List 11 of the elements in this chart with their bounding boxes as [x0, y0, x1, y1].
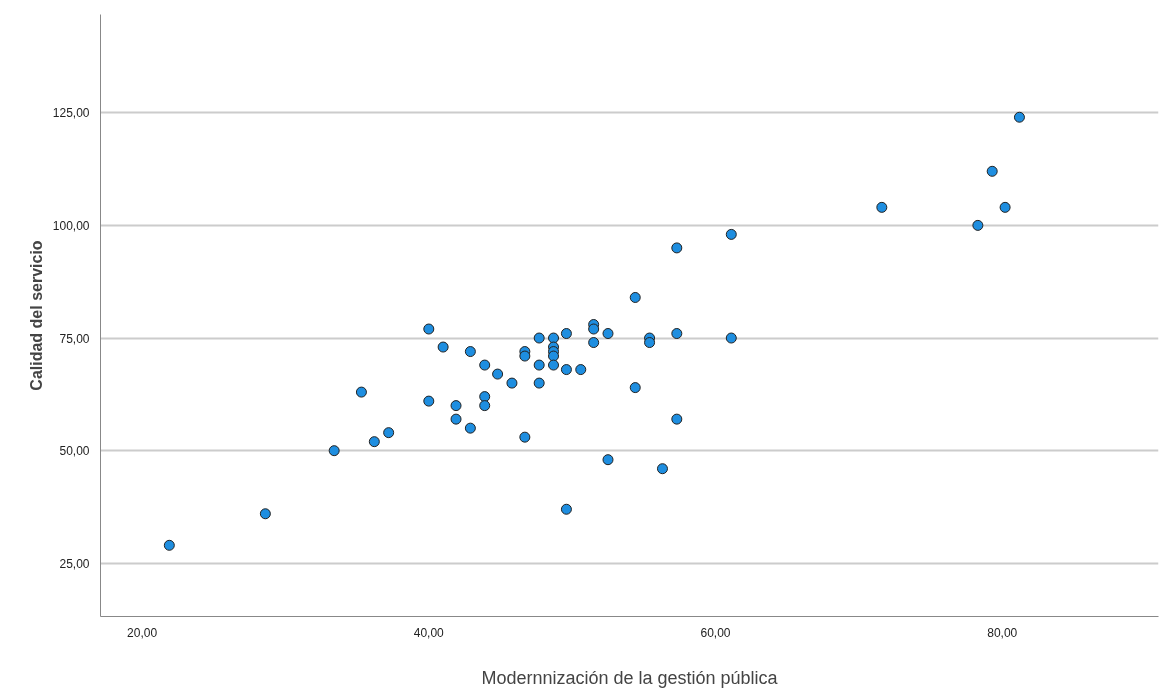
y-tick-label: 50,00	[59, 444, 90, 459]
x-tick-label: 40,00	[413, 625, 445, 640]
x-axis-title: Modernnización de la gestión pública	[481, 667, 779, 688]
x-tick-label: 80,00	[987, 625, 1018, 640]
y-tick-label: 75,00	[59, 331, 90, 346]
y-tick-label: 25,00	[59, 556, 90, 571]
y-tick-label: 125,00	[52, 106, 90, 121]
x-tick-label: 60,00	[700, 625, 731, 640]
y-axis-title: Calidad del servicio	[27, 240, 45, 391]
x-tick-label: 20,00	[127, 625, 158, 640]
y-tick-label: 100,00	[52, 218, 90, 233]
